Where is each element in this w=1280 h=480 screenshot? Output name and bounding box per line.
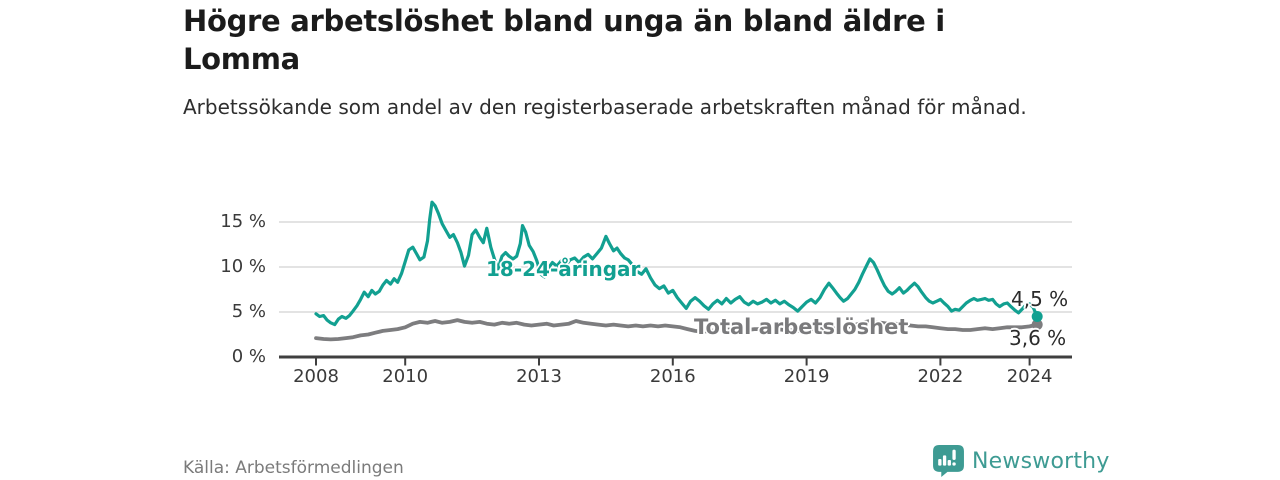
series-label-total: Total arbetslöshet [694, 315, 909, 339]
newsworthy-bar-chart-bubble-icon [933, 445, 964, 477]
x-axis-tick-label: 2013 [516, 366, 562, 387]
series-end-dot-total [1031, 319, 1043, 331]
chart-subtitle: Arbetssökande som andel av den registerb… [183, 95, 1027, 119]
x-axis-tick-label: 2024 [1006, 366, 1053, 387]
series-end-dot-young [1031, 311, 1043, 322]
source-note: Källa: Arbetsförmedlingen [183, 458, 404, 478]
chart-title: Högre arbetslöshet bland unga än bland ä… [183, 4, 945, 76]
series-line-total [314, 318, 1040, 342]
series-label-young: 18-24-åringar [486, 257, 641, 281]
y-axis-tick-label: 5 % [231, 301, 266, 322]
y-axis-tick-label: 10 % [220, 256, 266, 277]
x-axis-tick-label: 2016 [649, 366, 696, 387]
x-axis-tick-label: 2019 [783, 366, 830, 387]
newsworthy-logo: Newsworthy [932, 444, 1110, 478]
x-axis-tick-label: 2008 [293, 366, 339, 387]
end-value-label-young: 4,5 % [1011, 287, 1069, 311]
y-axis-tick-label: 0 % [231, 346, 266, 367]
series-line-young [314, 200, 1039, 327]
x-axis-tick-label: 2010 [382, 366, 429, 387]
newsworthy-wordmark: Newsworthy [972, 448, 1110, 474]
x-axis-tick-label: 2022 [917, 366, 964, 387]
end-value-label-total: 3,6 % [1009, 326, 1067, 350]
y-axis-tick-label: 15 % [220, 211, 266, 232]
